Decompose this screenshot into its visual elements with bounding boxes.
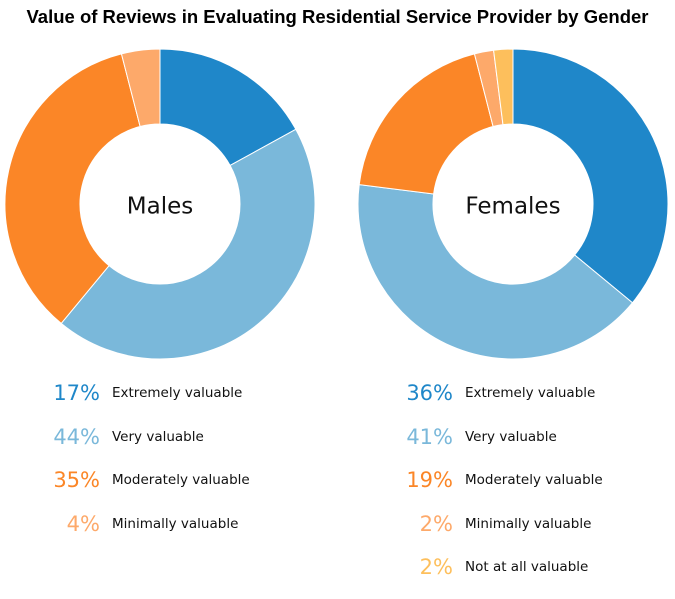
legend-label: Minimally valuable bbox=[112, 515, 239, 532]
slice-females-moderately-valuable bbox=[358, 53, 494, 195]
legend-item-minimally-valuable: 2% Minimally valuable bbox=[353, 509, 653, 539]
legend-item-minimally-valuable: 4% Minimally valuable bbox=[0, 509, 300, 539]
legend-label: Moderately valuable bbox=[465, 472, 603, 488]
legend-percent: 44% bbox=[53, 424, 100, 449]
legend-item-extremely-valuable: 36% Extremely valuable bbox=[353, 378, 653, 408]
slice-males-moderately-valuable bbox=[4, 53, 141, 325]
legend-percent: 2% bbox=[419, 555, 453, 579]
legend-item-moderately-valuable: 19% Moderately valuable bbox=[353, 465, 653, 495]
slice-males-minimally-valuable bbox=[120, 48, 161, 128]
legend-item-moderately-valuable: 35% Moderately valuable bbox=[0, 465, 300, 495]
legend-item-very-valuable: 44% Very valuable bbox=[0, 422, 300, 452]
legend-percent: 36% bbox=[406, 381, 453, 405]
legend-percent: 17% bbox=[53, 381, 100, 405]
legend-label: Not at all valuable bbox=[465, 559, 589, 575]
slice-females-not-at-all-valuable bbox=[493, 48, 514, 126]
legend-percent: 2% bbox=[419, 511, 453, 536]
legend-item-extremely-valuable: 17% Extremely valuable bbox=[0, 378, 300, 408]
legend-percent: 19% bbox=[406, 468, 453, 492]
legend-item-very-valuable: 41% Very valuable bbox=[353, 422, 653, 452]
legend-label: Very valuable bbox=[112, 428, 204, 445]
legend-label: Very valuable bbox=[465, 428, 557, 445]
legend-percent: 41% bbox=[406, 424, 453, 449]
chart-title: Value of Reviews in Evaluating Residenti… bbox=[26, 6, 649, 27]
slice-males-very-valuable bbox=[60, 128, 316, 360]
legend-percent: 35% bbox=[53, 468, 100, 492]
legend-label: Moderately valuable bbox=[112, 472, 250, 488]
donut-center-label-males: Males bbox=[127, 194, 193, 220]
legend-label: Minimally valuable bbox=[465, 515, 592, 532]
legend-item-not-at-all-valuable: 2% Not at all valuable bbox=[353, 552, 653, 582]
legend-label: Extremely valuable bbox=[112, 385, 243, 401]
donut-center-label-females: Females bbox=[465, 194, 560, 220]
slice-females-extremely-valuable bbox=[512, 48, 669, 304]
legend-percent: 4% bbox=[66, 511, 100, 536]
legend-label: Extremely valuable bbox=[465, 385, 596, 401]
slice-females-very-valuable bbox=[357, 184, 634, 360]
